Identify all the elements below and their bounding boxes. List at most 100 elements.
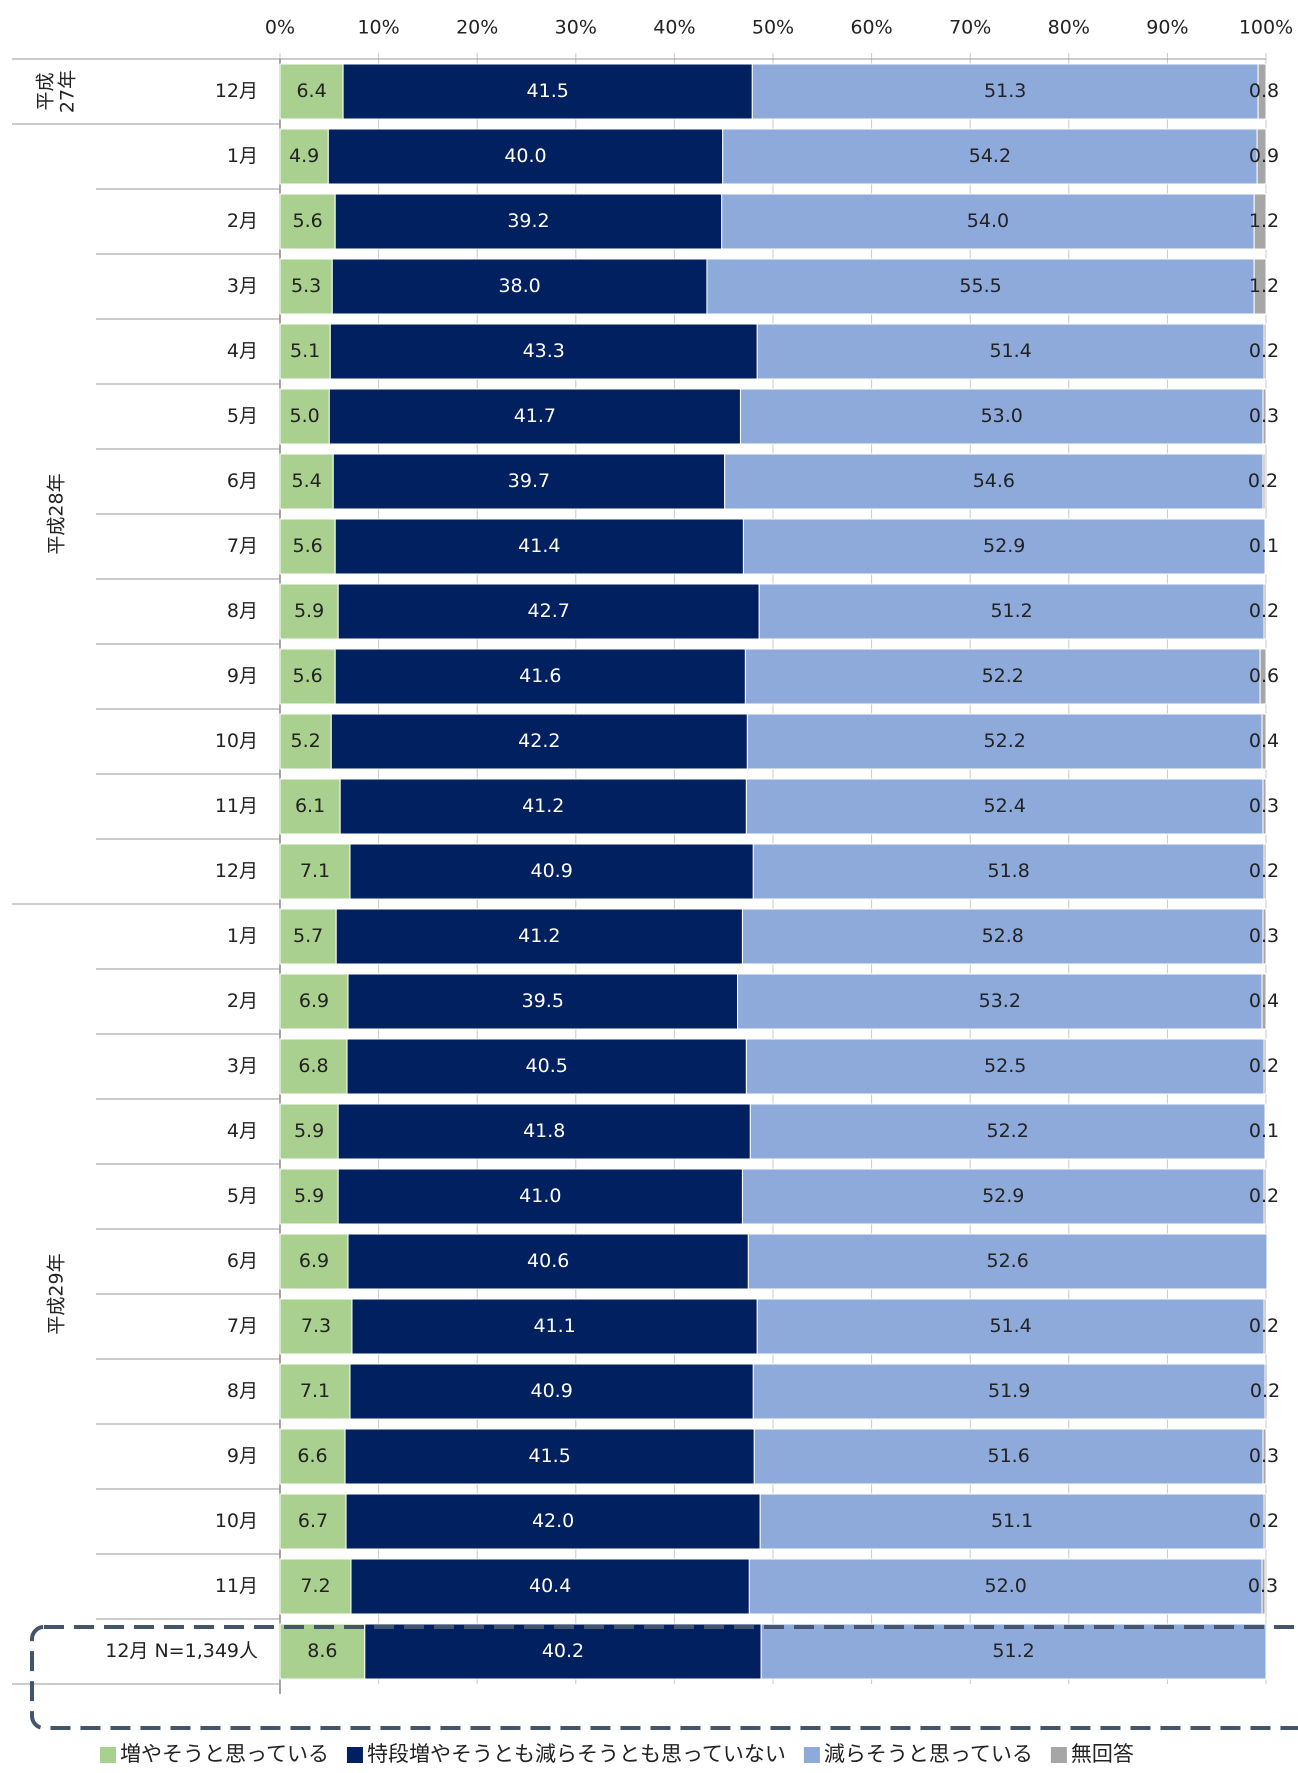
bar-segment — [1263, 1168, 1267, 1225]
value-label: 5.6 — [292, 535, 322, 557]
bar-segment — [328, 388, 741, 445]
bar-segment — [279, 453, 334, 510]
value-label: 51.1 — [991, 1510, 1033, 1532]
value-label: 6.8 — [298, 1055, 328, 1077]
x-tick-label: 0% — [265, 17, 295, 39]
y-tick-label: 5月 — [227, 1185, 258, 1207]
bar-segment — [745, 1038, 1265, 1095]
legend-swatch — [100, 1747, 116, 1763]
bar-segment — [1262, 453, 1266, 510]
value-label: 52.5 — [984, 1055, 1026, 1077]
value-label: 52.2 — [982, 665, 1024, 687]
value-label: 0.2 — [1249, 1185, 1279, 1207]
value-label: 52.6 — [987, 1250, 1029, 1272]
y-tick-label: 8月 — [227, 600, 258, 622]
value-label: 40.2 — [542, 1640, 584, 1662]
value-label: 6.1 — [295, 795, 325, 817]
bar-segment — [1262, 1428, 1267, 1485]
bar-segment — [741, 1168, 1265, 1225]
value-label: 0.2 — [1249, 340, 1279, 362]
x-tick-label: 70% — [949, 17, 991, 39]
y-tick-label: 1月 — [227, 145, 258, 167]
bar-segment — [722, 128, 1258, 185]
value-label: 0.3 — [1249, 795, 1279, 817]
group-label: 平成 — [35, 72, 57, 110]
value-label: 42.0 — [532, 1510, 574, 1532]
y-tick-label: 3月 — [227, 275, 258, 297]
x-tick-label: 20% — [456, 17, 498, 39]
value-label: 42.7 — [528, 600, 570, 622]
value-label: 5.0 — [290, 405, 320, 427]
value-label: 52.4 — [984, 795, 1026, 817]
legend-swatch — [346, 1747, 363, 1763]
y-tick-label: 10月 — [215, 730, 258, 752]
bar-segment — [1261, 1558, 1266, 1615]
bar-segment — [279, 908, 337, 965]
value-label: 5.6 — [292, 210, 322, 232]
bar-segment — [1253, 258, 1267, 315]
bar-segment — [1261, 713, 1267, 770]
value-label: 7.2 — [300, 1575, 330, 1597]
bar-segment — [329, 323, 758, 380]
bar-segment — [346, 1038, 747, 1095]
value-label: 41.6 — [519, 665, 561, 687]
bar-segment — [330, 713, 748, 770]
bar-segment — [1257, 63, 1267, 120]
value-label: 52.0 — [985, 1575, 1027, 1597]
bar-segment — [279, 388, 330, 445]
value-label: 0.4 — [1249, 990, 1279, 1012]
x-tick-label: 60% — [850, 17, 892, 39]
value-label: 5.3 — [291, 275, 321, 297]
value-label: 38.0 — [498, 275, 540, 297]
x-tick-label: 80% — [1048, 17, 1090, 39]
value-label: 39.2 — [507, 210, 549, 232]
y-tick-label: 12月 N=1,349人 — [105, 1640, 258, 1662]
value-label: 51.2 — [992, 1640, 1034, 1662]
bar-segment — [1263, 1298, 1267, 1355]
bar-segment — [279, 1168, 339, 1225]
value-label: 0.2 — [1250, 1380, 1280, 1402]
bar-segment — [347, 973, 739, 1030]
value-label: 1.2 — [1249, 210, 1279, 232]
value-label: 5.9 — [294, 1120, 324, 1142]
highlight-box — [30, 1625, 1298, 1730]
value-label: 41.0 — [519, 1185, 561, 1207]
value-label: 0.2 — [1249, 1055, 1279, 1077]
bar-segment — [749, 1103, 1266, 1160]
bar-segment — [756, 323, 1265, 380]
y-tick-label: 6月 — [227, 1250, 258, 1272]
group-label: 平成29年 — [46, 1253, 68, 1334]
value-label: 52.2 — [987, 1120, 1029, 1142]
bar-segment — [344, 1428, 755, 1485]
value-label: 0.3 — [1248, 1575, 1278, 1597]
value-label: 6.4 — [296, 80, 326, 102]
bar-segment — [364, 1623, 762, 1680]
bar-segment — [759, 1493, 1265, 1550]
value-label: 41.7 — [514, 405, 556, 427]
y-tick-label: 10月 — [215, 1510, 258, 1532]
value-label: 40.6 — [527, 1250, 569, 1272]
bar-segment — [753, 1428, 1264, 1485]
value-label: 54.2 — [969, 145, 1011, 167]
bar-segment — [279, 193, 336, 250]
value-label: 40.0 — [504, 145, 546, 167]
y-tick-label: 7月 — [227, 1315, 258, 1337]
bar-segment — [748, 1558, 1263, 1615]
value-label: 7.3 — [301, 1315, 331, 1337]
bar-segment — [724, 453, 1264, 510]
value-label: 54.0 — [967, 210, 1009, 232]
value-label: 41.5 — [529, 1445, 571, 1467]
bar-segment — [347, 1233, 749, 1290]
value-label: 5.2 — [291, 730, 321, 752]
value-label: 8.6 — [307, 1640, 337, 1662]
value-label: 5.7 — [293, 925, 323, 947]
bar-segment — [279, 973, 349, 1030]
value-label: 39.7 — [508, 470, 550, 492]
legend-swatch — [803, 1747, 820, 1763]
legend-label: 無回答 — [1071, 1742, 1134, 1766]
value-label: 51.2 — [990, 600, 1032, 622]
value-label: 53.0 — [981, 405, 1023, 427]
bar-segment — [279, 518, 336, 575]
value-label: 51.3 — [984, 80, 1026, 102]
bar-segment — [334, 193, 723, 250]
